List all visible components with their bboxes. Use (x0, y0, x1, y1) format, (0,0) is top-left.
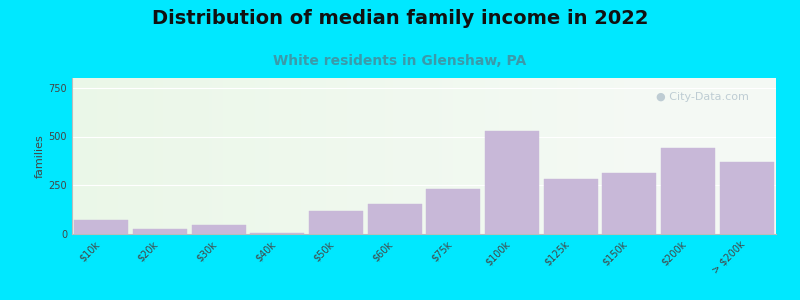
Bar (250, 233, 304, 234)
Bar (192, 225, 246, 234)
Text: White residents in Glenshaw, PA: White residents in Glenshaw, PA (274, 54, 526, 68)
Bar (133, 229, 187, 234)
Bar (485, 130, 539, 234)
Bar (426, 189, 480, 234)
Bar (74, 220, 128, 234)
Bar (661, 148, 715, 234)
Bar (544, 179, 598, 234)
Y-axis label: families: families (34, 134, 44, 178)
Text: Distribution of median family income in 2022: Distribution of median family income in … (152, 9, 648, 28)
Bar (368, 204, 422, 234)
Text: ● City-Data.com: ● City-Data.com (656, 92, 749, 102)
Bar (309, 211, 363, 234)
Bar (602, 172, 656, 234)
Bar (720, 162, 774, 234)
